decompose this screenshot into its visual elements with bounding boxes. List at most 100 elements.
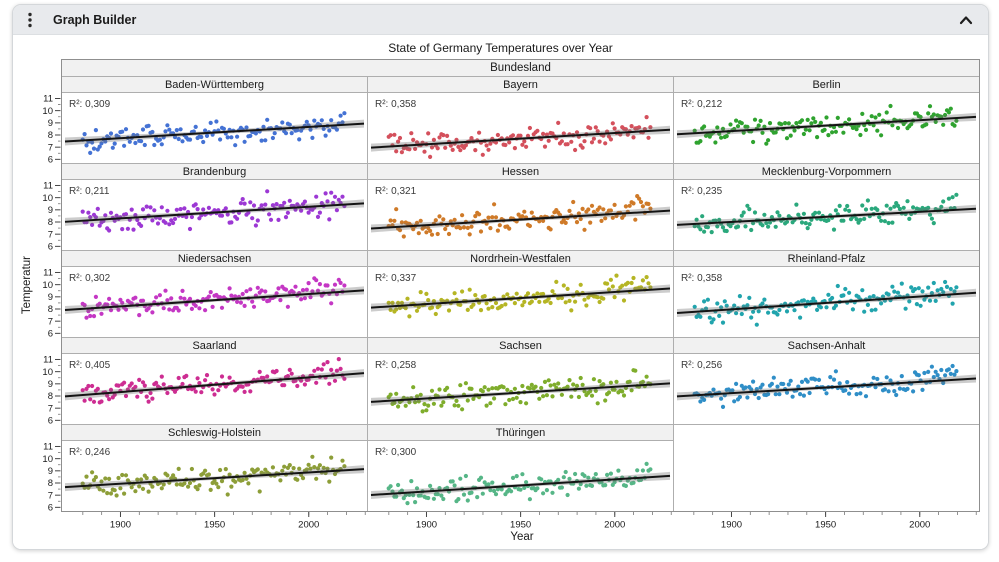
graph-builder-window: Graph Builder State of Germany Temperatu…	[12, 4, 989, 550]
svg-text:8: 8	[48, 304, 53, 315]
kebab-menu-icon[interactable]	[27, 12, 41, 28]
svg-text:6: 6	[48, 416, 53, 424]
x-axis-row: 1900 1950 2000 1900 1950 2000 1900 1950 2000	[64, 512, 980, 530]
panel-header-thuringen: Thüringen	[368, 425, 673, 440]
x-axis-col-3: 1900 1950 2000	[693, 512, 977, 531]
panel-plot-thuringen[interactable]: R²: 0,300	[368, 441, 673, 511]
r2-label-niedersachsen: R²: 0,302	[69, 273, 111, 284]
svg-text:8: 8	[48, 391, 53, 402]
scatter-saarland[interactable]: R²: 0,405	[62, 354, 367, 424]
y-axis-row-1: 11 10 9 8 7 6	[33, 93, 61, 166]
x-axis-col-2: 1900 1950 2000	[388, 512, 672, 531]
r2-label-berlin: R²: 0,212	[681, 99, 723, 110]
scatter-bayern[interactable]: R²: 0,358	[368, 93, 673, 163]
report-title: Graph Builder	[53, 12, 137, 27]
svg-text:10: 10	[42, 193, 53, 204]
panel-header-berlin: Berlin	[674, 77, 979, 92]
svg-text:9: 9	[48, 379, 53, 390]
panel-header-baden-wurttemberg: Baden-Württemberg	[62, 77, 367, 92]
y-axis-row-3: 11 10 9 8 7 6	[33, 267, 61, 340]
panel-header-nordrhein-westfalen: Nordrhein-Westfalen	[368, 251, 673, 266]
group-header-bundesland: Bundesland	[62, 60, 979, 76]
y-axis-gutter: 11 10 9 8 7 6 11 10 9 8 7 6 11 10 9 8 7 6 11 10 9 8 7 6 11 10 9 8 7 6	[33, 59, 61, 514]
scatter-sachsen-anhalt[interactable]: R²: 0,256	[674, 354, 979, 424]
r2-label-mecklenburg-vorpommern: R²: 0,235	[681, 186, 723, 197]
svg-text:1950: 1950	[510, 520, 531, 531]
panel-plot-schleswig-holstein[interactable]: R²: 0,246	[62, 441, 367, 511]
svg-text:8: 8	[48, 130, 53, 141]
svg-text:6: 6	[48, 329, 53, 337]
scatter-sachsen[interactable]: R²: 0,258	[368, 354, 673, 424]
svg-text:9: 9	[48, 292, 53, 303]
svg-text:8: 8	[48, 478, 53, 489]
svg-text:7: 7	[48, 142, 53, 153]
svg-text:9: 9	[48, 118, 53, 129]
scatter-mecklenburg-vorpommern[interactable]: R²: 0,235	[674, 180, 979, 250]
svg-text:2000: 2000	[298, 520, 319, 531]
panel-plot-baden-wurttemberg[interactable]: R²: 0,309	[62, 93, 367, 163]
scatter-nordrhein-westfalen[interactable]: R²: 0,337	[368, 267, 673, 337]
panel-plot-mecklenburg-vorpommern[interactable]: R²: 0,235	[674, 180, 979, 250]
panel-plot-brandenburg[interactable]: R²: 0,211	[62, 180, 367, 250]
scatter-niedersachsen[interactable]: R²: 0,302	[62, 267, 367, 337]
r2-label-hessen: R²: 0,321	[375, 186, 417, 197]
svg-text:7: 7	[48, 316, 53, 327]
panel-header-sachsen-anhalt: Sachsen-Anhalt	[674, 338, 979, 353]
empty-panel-cell	[674, 425, 979, 511]
report-header: Graph Builder	[13, 5, 988, 35]
scatter-schleswig-holstein[interactable]: R²: 0,246	[62, 441, 367, 511]
svg-text:1900: 1900	[110, 520, 131, 531]
svg-text:7: 7	[48, 490, 53, 501]
y-axis-title: Temperatur	[21, 256, 33, 315]
svg-text:10: 10	[42, 106, 53, 117]
panel-header-hessen: Hessen	[368, 164, 673, 179]
chevron-up-icon[interactable]	[958, 12, 974, 28]
panel-header-niedersachsen: Niedersachsen	[62, 251, 367, 266]
r2-label-thuringen: R²: 0,300	[375, 447, 417, 458]
panel-plot-hessen[interactable]: R²: 0,321	[368, 180, 673, 250]
r2-label-schleswig-holstein: R²: 0,246	[69, 447, 111, 458]
svg-text:7: 7	[48, 403, 53, 414]
svg-text:11: 11	[43, 355, 53, 366]
panel-header-bayern: Bayern	[368, 77, 673, 92]
panel-header-brandenburg: Brandenburg	[62, 164, 367, 179]
scatter-thuringen[interactable]: R²: 0,300	[368, 441, 673, 511]
panel-header-schleswig-holstein: Schleswig-Holstein	[62, 425, 367, 440]
svg-text:2000: 2000	[910, 520, 931, 531]
scatter-rheinland-pfalz[interactable]: R²: 0,358	[674, 267, 979, 337]
panel-plot-rheinland-pfalz[interactable]: R²: 0,358	[674, 267, 979, 337]
svg-text:10: 10	[42, 280, 53, 291]
panel-header-sachsen: Sachsen	[368, 338, 673, 353]
r2-label-bayern: R²: 0,358	[375, 99, 417, 110]
panel-plot-bayern[interactable]: R²: 0,358	[368, 93, 673, 163]
scatter-baden-wurttemberg[interactable]: R²: 0,309	[62, 93, 367, 163]
svg-text:11: 11	[43, 442, 53, 453]
panel-header-saarland: Saarland	[62, 338, 367, 353]
report-body: State of Germany Temperatures over Year …	[13, 35, 988, 549]
scatter-hessen[interactable]: R²: 0,321	[368, 180, 673, 250]
svg-text:10: 10	[42, 454, 53, 465]
scatter-berlin[interactable]: R²: 0,212	[674, 93, 979, 163]
svg-text:11: 11	[43, 94, 53, 105]
r2-label-sachsen-anhalt: R²: 0,256	[681, 360, 723, 371]
svg-text:9: 9	[48, 466, 53, 477]
svg-text:6: 6	[48, 503, 53, 511]
r2-label-sachsen: R²: 0,258	[375, 360, 417, 371]
svg-text:11: 11	[43, 181, 53, 192]
panel-plot-sachsen[interactable]: R²: 0,258	[368, 354, 673, 424]
svg-text:8: 8	[48, 217, 53, 228]
svg-text:1900: 1900	[721, 520, 742, 531]
trellis: Temperatur 11 10 9 8 7 6 11 10 9 8 7 6 11 10 9 8 7 6 11 10 9…	[21, 59, 980, 514]
svg-text:1950: 1950	[204, 520, 225, 531]
panel-plot-saarland[interactable]: R²: 0,405	[62, 354, 367, 424]
panel-plot-berlin[interactable]: R²: 0,212	[674, 93, 979, 163]
y-axis-row-2: 11 10 9 8 7 6	[33, 180, 61, 253]
panel-plot-niedersachsen[interactable]: R²: 0,302	[62, 267, 367, 337]
svg-text:7: 7	[48, 229, 53, 240]
scatter-brandenburg[interactable]: R²: 0,211	[62, 180, 367, 250]
chart-title: State of Germany Temperatures over Year	[388, 41, 613, 55]
panel-plot-nordrhein-westfalen[interactable]: R²: 0,337	[368, 267, 673, 337]
y-axis-row-5: 11 10 9 8 7 6	[33, 441, 61, 514]
panel-plot-sachsen-anhalt[interactable]: R²: 0,256	[674, 354, 979, 424]
